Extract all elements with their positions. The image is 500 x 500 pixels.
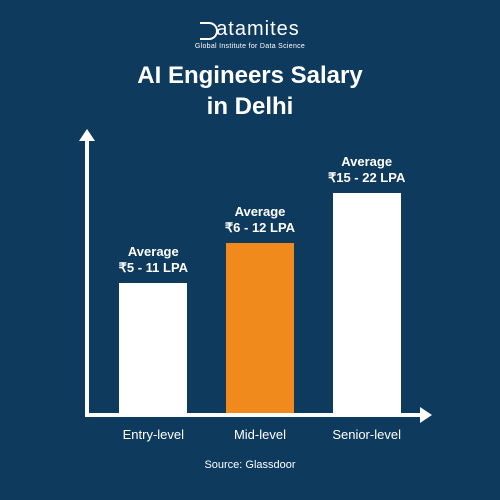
brand-name: atamites — [195, 18, 305, 41]
chart-title: AI Engineers Salary in Delhi — [137, 60, 362, 122]
x-label-entry: Entry-level — [103, 427, 203, 442]
value-label: ₹5 - 11 LPA — [119, 260, 188, 277]
bar-label-entry: Average ₹5 - 11 LPA — [119, 244, 188, 278]
bars-container: Average ₹5 - 11 LPA Average ₹6 - 12 LPA … — [100, 157, 420, 413]
avg-label: Average — [119, 244, 188, 261]
x-axis-arrow-icon — [420, 407, 432, 423]
infographic-container: atamites Global Institute for Data Scien… — [0, 0, 500, 500]
avg-label: Average — [225, 204, 295, 221]
avg-label: Average — [328, 154, 405, 171]
bar-entry — [119, 283, 187, 413]
value-label: ₹6 - 12 LPA — [225, 220, 295, 237]
x-axis-labels: Entry-level Mid-level Senior-level — [100, 427, 420, 442]
bar-group-mid: Average ₹6 - 12 LPA — [210, 204, 310, 414]
bar-senior — [333, 193, 401, 413]
bar-mid — [226, 243, 294, 413]
x-label-mid: Mid-level — [210, 427, 310, 442]
source-text: Source: Glassdoor — [204, 459, 295, 471]
bar-label-senior: Average ₹15 - 22 LPA — [328, 154, 405, 188]
x-axis — [85, 413, 425, 417]
bar-group-entry: Average ₹5 - 11 LPA — [103, 244, 203, 414]
brand-text: atamites — [216, 18, 300, 41]
title-line2: in Delhi — [207, 93, 294, 120]
bar-label-mid: Average ₹6 - 12 LPA — [225, 204, 295, 238]
bar-group-senior: Average ₹15 - 22 LPA — [317, 154, 417, 414]
brand-tagline: Global Institute for Data Science — [195, 43, 305, 50]
brand-logo: atamites Global Institute for Data Scien… — [195, 18, 305, 50]
logo-d-icon — [200, 22, 218, 40]
chart-area: Average ₹5 - 11 LPA Average ₹6 - 12 LPA … — [60, 137, 440, 437]
title-line1: AI Engineers Salary — [137, 62, 362, 89]
x-label-senior: Senior-level — [317, 427, 417, 442]
y-axis — [85, 137, 89, 417]
value-label: ₹15 - 22 LPA — [328, 170, 405, 187]
